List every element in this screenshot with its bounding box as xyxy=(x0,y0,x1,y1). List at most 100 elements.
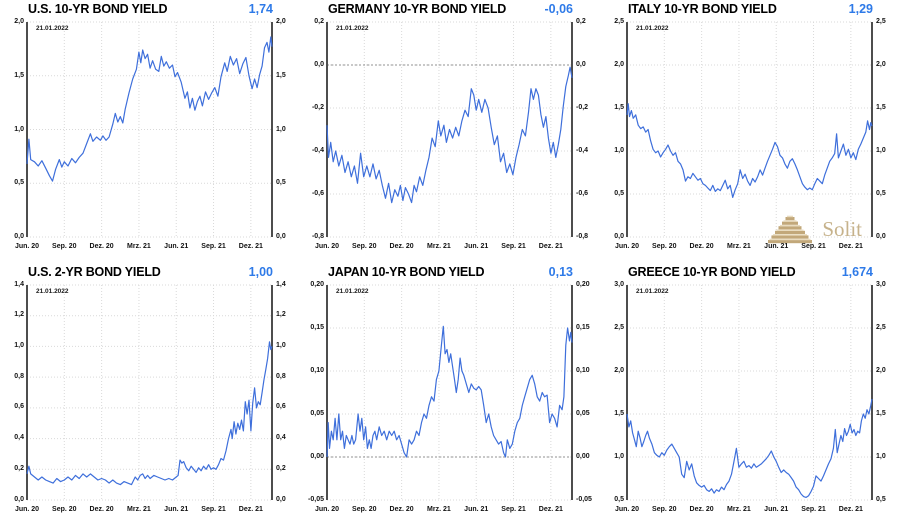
x-axis-label: Sep. 20 xyxy=(652,243,677,250)
line-chart xyxy=(26,21,273,238)
y-axis-label: 1,0 xyxy=(14,341,24,349)
y-axis-label: 0,0 xyxy=(576,61,586,68)
x-axis-label: Sep. 21 xyxy=(501,243,526,250)
chart-title: U.S. 10-YR BOND YIELD xyxy=(28,2,168,16)
y-axis-label: 3,0 xyxy=(876,280,886,288)
y-axis-label: 1,5 xyxy=(276,71,286,79)
y-axis-label: 0,0 xyxy=(876,233,886,240)
chart-header: GREECE 10-YR BOND YIELD 1,674 xyxy=(628,265,873,279)
x-axis-label: Dez. 20 xyxy=(689,243,714,250)
y-axis-label: 0,15 xyxy=(576,323,590,331)
y-axis-label: 0,5 xyxy=(614,495,624,503)
y-axis-label: 0,00 xyxy=(310,452,324,460)
x-axis-label: Sep. 21 xyxy=(801,505,826,513)
chart-header: U.S. 10-YR BOND YIELD 1,74 xyxy=(28,2,273,16)
x-axis-label: Sep. 20 xyxy=(652,505,677,513)
x-axis-label: Jun. 21 xyxy=(164,505,189,513)
last-value-badge: 1,74 xyxy=(248,2,273,16)
y-axis-label: 2,0 xyxy=(614,366,624,374)
x-axis-label: Dez. 20 xyxy=(389,505,414,513)
x-axis-label: Jun. 21 xyxy=(764,243,789,250)
chart-title: GERMANY 10-YR BOND YIELD xyxy=(328,2,507,16)
x-axis-label: Jun. 21 xyxy=(464,243,489,250)
y-axis-label: 0,20 xyxy=(576,280,590,288)
line-chart xyxy=(326,21,573,238)
line-chart xyxy=(326,284,573,500)
date-annotation: 21.01.2022 xyxy=(636,25,669,32)
last-value-badge: 0,13 xyxy=(548,264,573,279)
y-axis-label: 2,0 xyxy=(876,366,886,374)
y-axis-label: 0,2 xyxy=(276,464,286,472)
chart-title: JAPAN 10-YR BOND YIELD xyxy=(328,264,485,279)
y-axis-label: 2,0 xyxy=(14,18,24,25)
solit-pyramid-icon xyxy=(768,215,813,243)
x-axis-label: Sep. 21 xyxy=(201,243,226,250)
y-axis-label: 1,0 xyxy=(876,452,886,460)
last-value-badge: 1,29 xyxy=(848,2,873,16)
line-chart xyxy=(26,284,273,500)
y-axis-label: 0,00 xyxy=(576,452,590,460)
x-axis-label: Jun. 20 xyxy=(614,243,640,250)
x-axis-label: Sep. 20 xyxy=(52,505,77,513)
y-axis-label: 0,15 xyxy=(310,323,324,331)
y-axis-label: 1,0 xyxy=(14,125,24,133)
x-axis-label: Mrz. 21 xyxy=(427,243,451,250)
x-axis-label: Mrz. 21 xyxy=(727,505,751,513)
x-axis-label: Sep. 21 xyxy=(501,505,526,513)
y-axis-label: 1,4 xyxy=(276,280,286,288)
date-annotation: 21.01.2022 xyxy=(36,287,69,295)
y-axis-label: 2,0 xyxy=(276,18,286,25)
x-axis-label: Jun. 20 xyxy=(314,243,340,250)
y-axis-label: 0,5 xyxy=(614,190,624,197)
y-axis-label: 1,0 xyxy=(876,147,886,154)
chart-title: GREECE 10-YR BOND YIELD xyxy=(628,264,796,279)
y-axis-label: 1,4 xyxy=(14,280,24,288)
chart-title: ITALY 10-YR BOND YIELD xyxy=(628,2,777,16)
x-axis-label: Mrz. 21 xyxy=(727,243,751,250)
chart-panel: GERMANY 10-YR BOND YIELD -0,06 21.01.202… xyxy=(300,0,600,263)
date-annotation: 21.01.2022 xyxy=(336,287,369,295)
y-axis-label: 0,0 xyxy=(276,233,286,240)
x-axis-label: Sep. 21 xyxy=(201,505,226,513)
y-axis-label: -0,6 xyxy=(311,190,324,197)
y-axis-label: 0,0 xyxy=(314,61,324,68)
y-axis-label: 0,8 xyxy=(276,372,286,380)
chart-panel: U.S. 2-YR BOND YIELD 1,00 21.01.2022 Sol… xyxy=(0,263,300,525)
y-axis-label: 0,05 xyxy=(310,409,324,417)
y-axis-label: 2,5 xyxy=(876,323,886,331)
y-axis-label: 1,0 xyxy=(276,341,286,349)
y-axis-label: 0,5 xyxy=(14,179,24,187)
y-axis-label: -0,4 xyxy=(576,147,589,154)
x-axis-label: Jun. 20 xyxy=(614,505,640,513)
x-axis-label: Dez. 21 xyxy=(238,505,263,513)
y-axis-label: 0,2 xyxy=(576,18,586,25)
y-axis-label: -0,6 xyxy=(576,190,589,197)
y-axis-label: 1,2 xyxy=(14,311,24,319)
y-axis-label: 2,5 xyxy=(614,18,624,25)
y-axis-label: 1,5 xyxy=(614,409,624,417)
date-annotation: 21.01.2022 xyxy=(636,287,669,295)
x-axis-label: Sep. 21 xyxy=(801,243,826,250)
y-axis-label: 1,5 xyxy=(14,71,24,79)
chart-title: U.S. 2-YR BOND YIELD xyxy=(28,264,161,279)
y-axis-label: 0,5 xyxy=(876,190,886,197)
y-axis-label: 1,0 xyxy=(614,147,624,154)
y-axis-label: 0,6 xyxy=(14,403,24,411)
y-axis-label: 2,5 xyxy=(876,18,886,25)
x-axis-label: Jun. 20 xyxy=(14,505,40,513)
y-axis-label: 0,10 xyxy=(576,366,590,374)
y-axis-label: 0,5 xyxy=(276,179,286,187)
last-value-badge: 1,00 xyxy=(248,264,273,279)
chart-header: JAPAN 10-YR BOND YIELD 0,13 xyxy=(328,265,573,279)
y-axis-label: 2,0 xyxy=(614,61,624,68)
y-axis-label: -0,05 xyxy=(308,495,324,503)
y-axis-label: 0,20 xyxy=(310,280,324,288)
y-axis-label: 0,0 xyxy=(14,233,24,240)
y-axis-label: 0,0 xyxy=(14,495,24,503)
y-axis-label: 0,6 xyxy=(276,403,286,411)
chart-panel: JAPAN 10-YR BOND YIELD 0,13 21.01.2022 S… xyxy=(300,263,600,525)
x-axis-label: Jun. 21 xyxy=(464,505,489,513)
x-axis-label: Jun. 20 xyxy=(314,505,340,513)
y-axis-label: 0,0 xyxy=(614,233,624,240)
